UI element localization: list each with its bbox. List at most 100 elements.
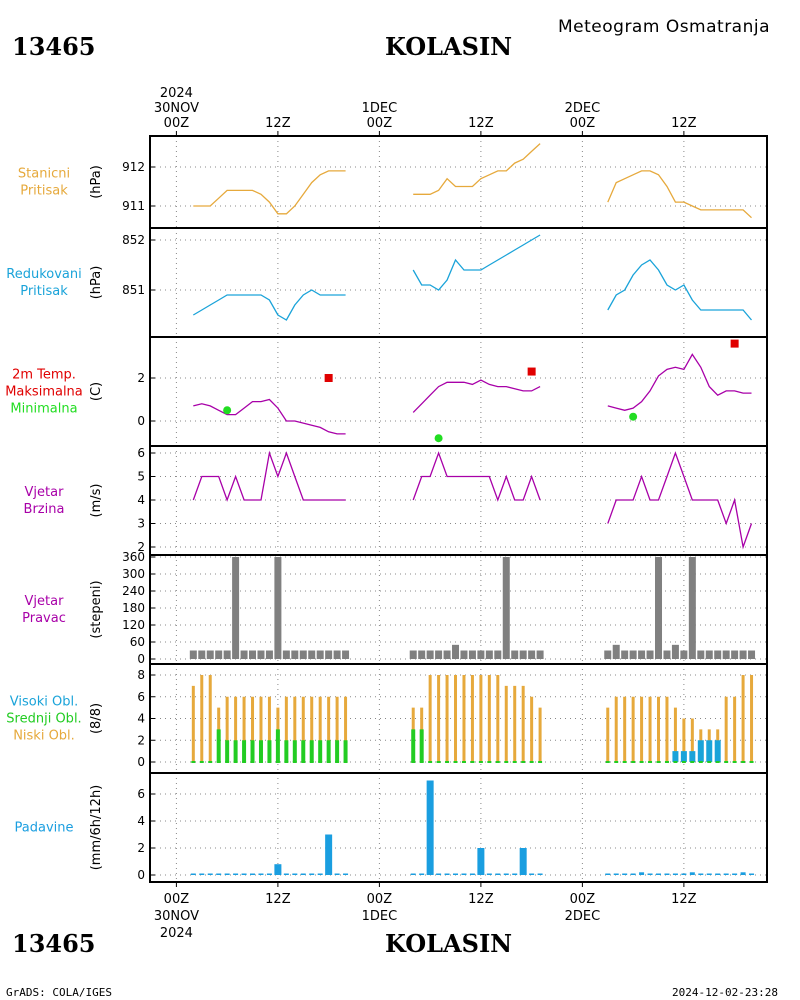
wind-direction-bar bbox=[705, 650, 713, 659]
precipitation-bar bbox=[233, 873, 239, 875]
cloud-baseline-mark bbox=[335, 761, 340, 763]
high-cloud-bar bbox=[672, 751, 679, 762]
precipitation-bar bbox=[444, 873, 450, 875]
y-tick-label: 912 bbox=[122, 160, 145, 174]
redukovani-pressure-line bbox=[192, 289, 346, 321]
low-cloud-bar bbox=[267, 696, 271, 762]
y-tick-label: 4 bbox=[137, 493, 145, 507]
precipitation-bar bbox=[274, 864, 282, 875]
wind-speed-line bbox=[607, 451, 753, 550]
y-tick-label: 60 bbox=[130, 635, 145, 649]
cloud-baseline-mark bbox=[648, 761, 653, 763]
y-tick-label: 360 bbox=[122, 550, 145, 564]
x-tick-label-bottom: 1DEC bbox=[362, 909, 398, 924]
mid-cloud-bar bbox=[292, 740, 297, 762]
precipitation-bar bbox=[698, 873, 704, 875]
precipitation-bar bbox=[325, 834, 333, 875]
cloud-baseline-mark bbox=[461, 761, 466, 763]
station-id-top: 13465 bbox=[12, 32, 96, 61]
stanicni-pressure-line bbox=[193, 170, 346, 215]
y-tick-label: 0 bbox=[137, 652, 145, 666]
low-cloud-bar bbox=[301, 696, 305, 762]
cloud-baseline-mark bbox=[664, 761, 669, 763]
cloud-baseline-mark bbox=[258, 761, 263, 763]
cloud-baseline-mark bbox=[445, 761, 450, 763]
chart-layer: 911912(hPa)StanicniPritisak851852(hPa)Re… bbox=[5, 86, 768, 941]
cloud-baseline-mark bbox=[487, 761, 492, 763]
wind-direction-bar bbox=[257, 650, 265, 659]
wind-direction-bar bbox=[291, 650, 299, 659]
low-cloud-bar bbox=[673, 707, 677, 762]
x-tick-label-bottom: 30NOV bbox=[154, 909, 199, 924]
low-cloud-bar bbox=[251, 696, 255, 762]
precipitation-bar bbox=[613, 873, 619, 875]
precipitation-bar bbox=[630, 873, 636, 875]
wind-direction-bar bbox=[460, 650, 468, 659]
wind-direction-bar bbox=[215, 650, 223, 659]
x-tick-label-bottom: 12Z bbox=[265, 892, 291, 907]
panel-label: Vjetar bbox=[25, 485, 65, 500]
low-cloud-bar bbox=[521, 685, 525, 762]
y-axis-unit: (m/s) bbox=[89, 484, 104, 518]
panel-label: Pravac bbox=[22, 611, 66, 626]
cloud-baseline-mark bbox=[741, 761, 746, 763]
precipitation-bar bbox=[292, 873, 298, 875]
panel-label: Maksimalna bbox=[5, 385, 83, 400]
mid-cloud-bar bbox=[419, 729, 424, 762]
wind-direction-bar bbox=[511, 650, 519, 659]
y-tick-label: 8 bbox=[137, 668, 145, 682]
cloud-baseline-mark bbox=[225, 761, 230, 763]
precipitation-bar bbox=[639, 872, 645, 875]
panel-label: Srednji Obl. bbox=[6, 712, 81, 727]
cloud-baseline-mark bbox=[199, 761, 204, 763]
precipitation-bar bbox=[410, 873, 416, 875]
cloud-baseline-mark bbox=[309, 761, 314, 763]
low-cloud-bar bbox=[200, 675, 204, 762]
cloud-baseline-mark bbox=[233, 761, 238, 763]
precipitation-bar bbox=[647, 873, 653, 875]
wind-direction-bar bbox=[265, 650, 273, 659]
panel-frame bbox=[149, 772, 768, 883]
precipitation-bar bbox=[749, 873, 755, 875]
cloud-baseline-mark bbox=[495, 761, 500, 763]
cloud-baseline-mark bbox=[284, 761, 289, 763]
cloud-baseline-mark bbox=[250, 761, 255, 763]
high-cloud-bar bbox=[706, 740, 713, 762]
mid-cloud-bar bbox=[301, 740, 306, 762]
station-id-bottom: 13465 bbox=[12, 929, 96, 958]
cloud-baseline-mark bbox=[301, 761, 306, 763]
precipitation-bar bbox=[664, 873, 670, 875]
y-tick-label: 120 bbox=[122, 618, 145, 632]
cloud-baseline-mark bbox=[529, 761, 534, 763]
y-axis-unit: (hPa) bbox=[89, 165, 104, 199]
wind-direction-bar bbox=[663, 650, 671, 659]
high-cloud-bar bbox=[714, 740, 721, 762]
mid-cloud-bar bbox=[326, 740, 331, 762]
low-cloud-bar bbox=[682, 718, 686, 762]
station-name-bottom: KOLASIN bbox=[385, 929, 512, 958]
wind-direction-bar bbox=[629, 650, 637, 659]
low-cloud-bar bbox=[259, 696, 263, 762]
precipitation-bar bbox=[283, 873, 289, 875]
wind-direction-bar bbox=[333, 650, 341, 659]
cloud-baseline-mark bbox=[292, 761, 297, 763]
footer-credit: GrADS: COLA/IGES bbox=[6, 986, 112, 999]
precipitation-bar bbox=[343, 873, 349, 875]
stanicni-pressure-line bbox=[413, 143, 541, 195]
y-tick-label: 240 bbox=[122, 584, 145, 598]
low-cloud-bar bbox=[724, 696, 728, 762]
cloud-baseline-mark bbox=[275, 761, 280, 763]
low-cloud-bar bbox=[606, 707, 610, 762]
x-tick-label-top: 00Z bbox=[164, 116, 190, 131]
precipitation-bar bbox=[486, 873, 492, 875]
wind-direction-bar bbox=[426, 650, 434, 659]
precipitation-bar bbox=[622, 873, 628, 875]
panel-frame bbox=[149, 445, 768, 556]
y-tick-label: 3 bbox=[137, 517, 145, 531]
cloud-baseline-mark bbox=[614, 761, 619, 763]
low-cloud-bar bbox=[293, 696, 297, 762]
wind-direction-bar bbox=[189, 650, 197, 659]
mid-cloud-bar bbox=[343, 740, 348, 762]
cloud-baseline-mark bbox=[749, 761, 754, 763]
low-cloud-bar bbox=[437, 675, 441, 762]
